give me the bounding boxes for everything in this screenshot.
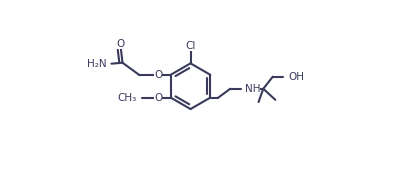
Text: NH: NH [245,84,260,94]
Text: Cl: Cl [185,41,196,51]
Text: O: O [154,70,162,80]
Text: H₂N: H₂N [87,59,107,69]
Text: O: O [117,39,125,49]
Text: CH₃: CH₃ [117,93,136,103]
Text: OH: OH [289,72,305,82]
Text: O: O [154,93,162,103]
